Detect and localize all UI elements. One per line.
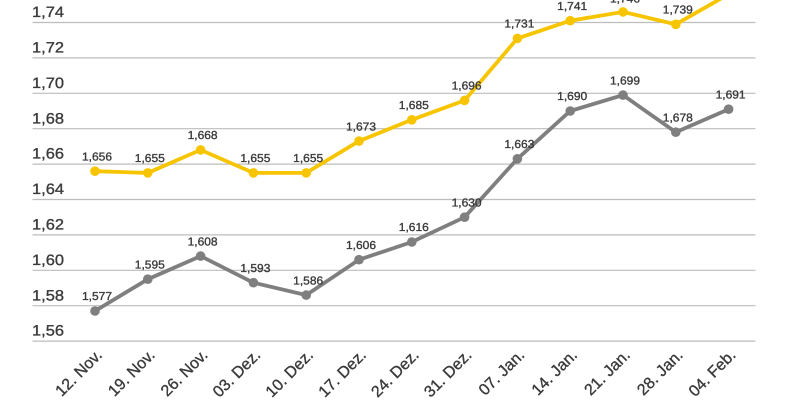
svg-text:26. Nov.: 26. Nov. [158, 347, 211, 400]
svg-text:1,741: 1,741 [557, 1, 587, 13]
svg-text:1,68: 1,68 [32, 110, 64, 127]
svg-text:1,595: 1,595 [135, 259, 165, 271]
svg-text:17. Dez.: 17. Dez. [316, 347, 370, 400]
svg-text:21. Jan.: 21. Jan. [582, 347, 634, 399]
svg-text:1,678: 1,678 [663, 112, 693, 124]
svg-text:1,74: 1,74 [32, 4, 64, 21]
svg-text:1,608: 1,608 [188, 236, 218, 248]
svg-text:1,746: 1,746 [610, 0, 640, 6]
svg-text:1,739: 1,739 [663, 5, 693, 17]
svg-text:1,62: 1,62 [32, 217, 64, 234]
svg-text:1,58: 1,58 [32, 287, 64, 304]
svg-text:04. Feb.: 04. Feb. [686, 347, 740, 400]
svg-text:1,655: 1,655 [135, 153, 165, 165]
svg-text:1,696: 1,696 [452, 81, 482, 93]
svg-text:10. Dez.: 10. Dez. [263, 347, 317, 400]
svg-text:1,656: 1,656 [82, 151, 112, 163]
svg-text:1,60: 1,60 [32, 252, 64, 269]
svg-text:1,56: 1,56 [32, 323, 64, 340]
svg-text:07. Jan.: 07. Jan. [476, 347, 528, 399]
svg-text:28. Jan.: 28. Jan. [634, 347, 686, 399]
svg-text:1,66: 1,66 [32, 146, 64, 163]
svg-text:14. Jan.: 14. Jan. [529, 347, 581, 399]
svg-text:1,668: 1,668 [188, 130, 218, 142]
svg-text:12. Nov.: 12. Nov. [53, 347, 106, 400]
svg-text:31. Dez.: 31. Dez. [421, 347, 475, 400]
svg-text:1,699: 1,699 [610, 75, 640, 87]
svg-text:1,691: 1,691 [716, 89, 746, 101]
svg-text:1,655: 1,655 [293, 153, 323, 165]
svg-text:1,655: 1,655 [240, 153, 270, 165]
svg-text:19. Nov.: 19. Nov. [105, 347, 158, 400]
svg-text:1,70: 1,70 [32, 75, 64, 92]
svg-text:24. Dez.: 24. Dez. [368, 347, 422, 400]
svg-text:1,673: 1,673 [346, 121, 376, 133]
svg-text:1,630: 1,630 [452, 197, 482, 209]
svg-text:1,586: 1,586 [293, 275, 323, 287]
svg-text:03. Dez.: 03. Dez. [210, 347, 264, 400]
svg-text:1,577: 1,577 [82, 291, 112, 303]
svg-text:1,690: 1,690 [557, 91, 587, 103]
svg-text:1,616: 1,616 [399, 222, 429, 234]
svg-text:1,72: 1,72 [32, 40, 64, 57]
svg-text:1,685: 1,685 [399, 100, 429, 112]
svg-text:1,731: 1,731 [504, 19, 534, 31]
svg-text:1,64: 1,64 [32, 181, 64, 198]
svg-text:1,663: 1,663 [504, 139, 534, 151]
svg-text:1,606: 1,606 [346, 240, 376, 252]
svg-text:1,593: 1,593 [240, 263, 270, 275]
